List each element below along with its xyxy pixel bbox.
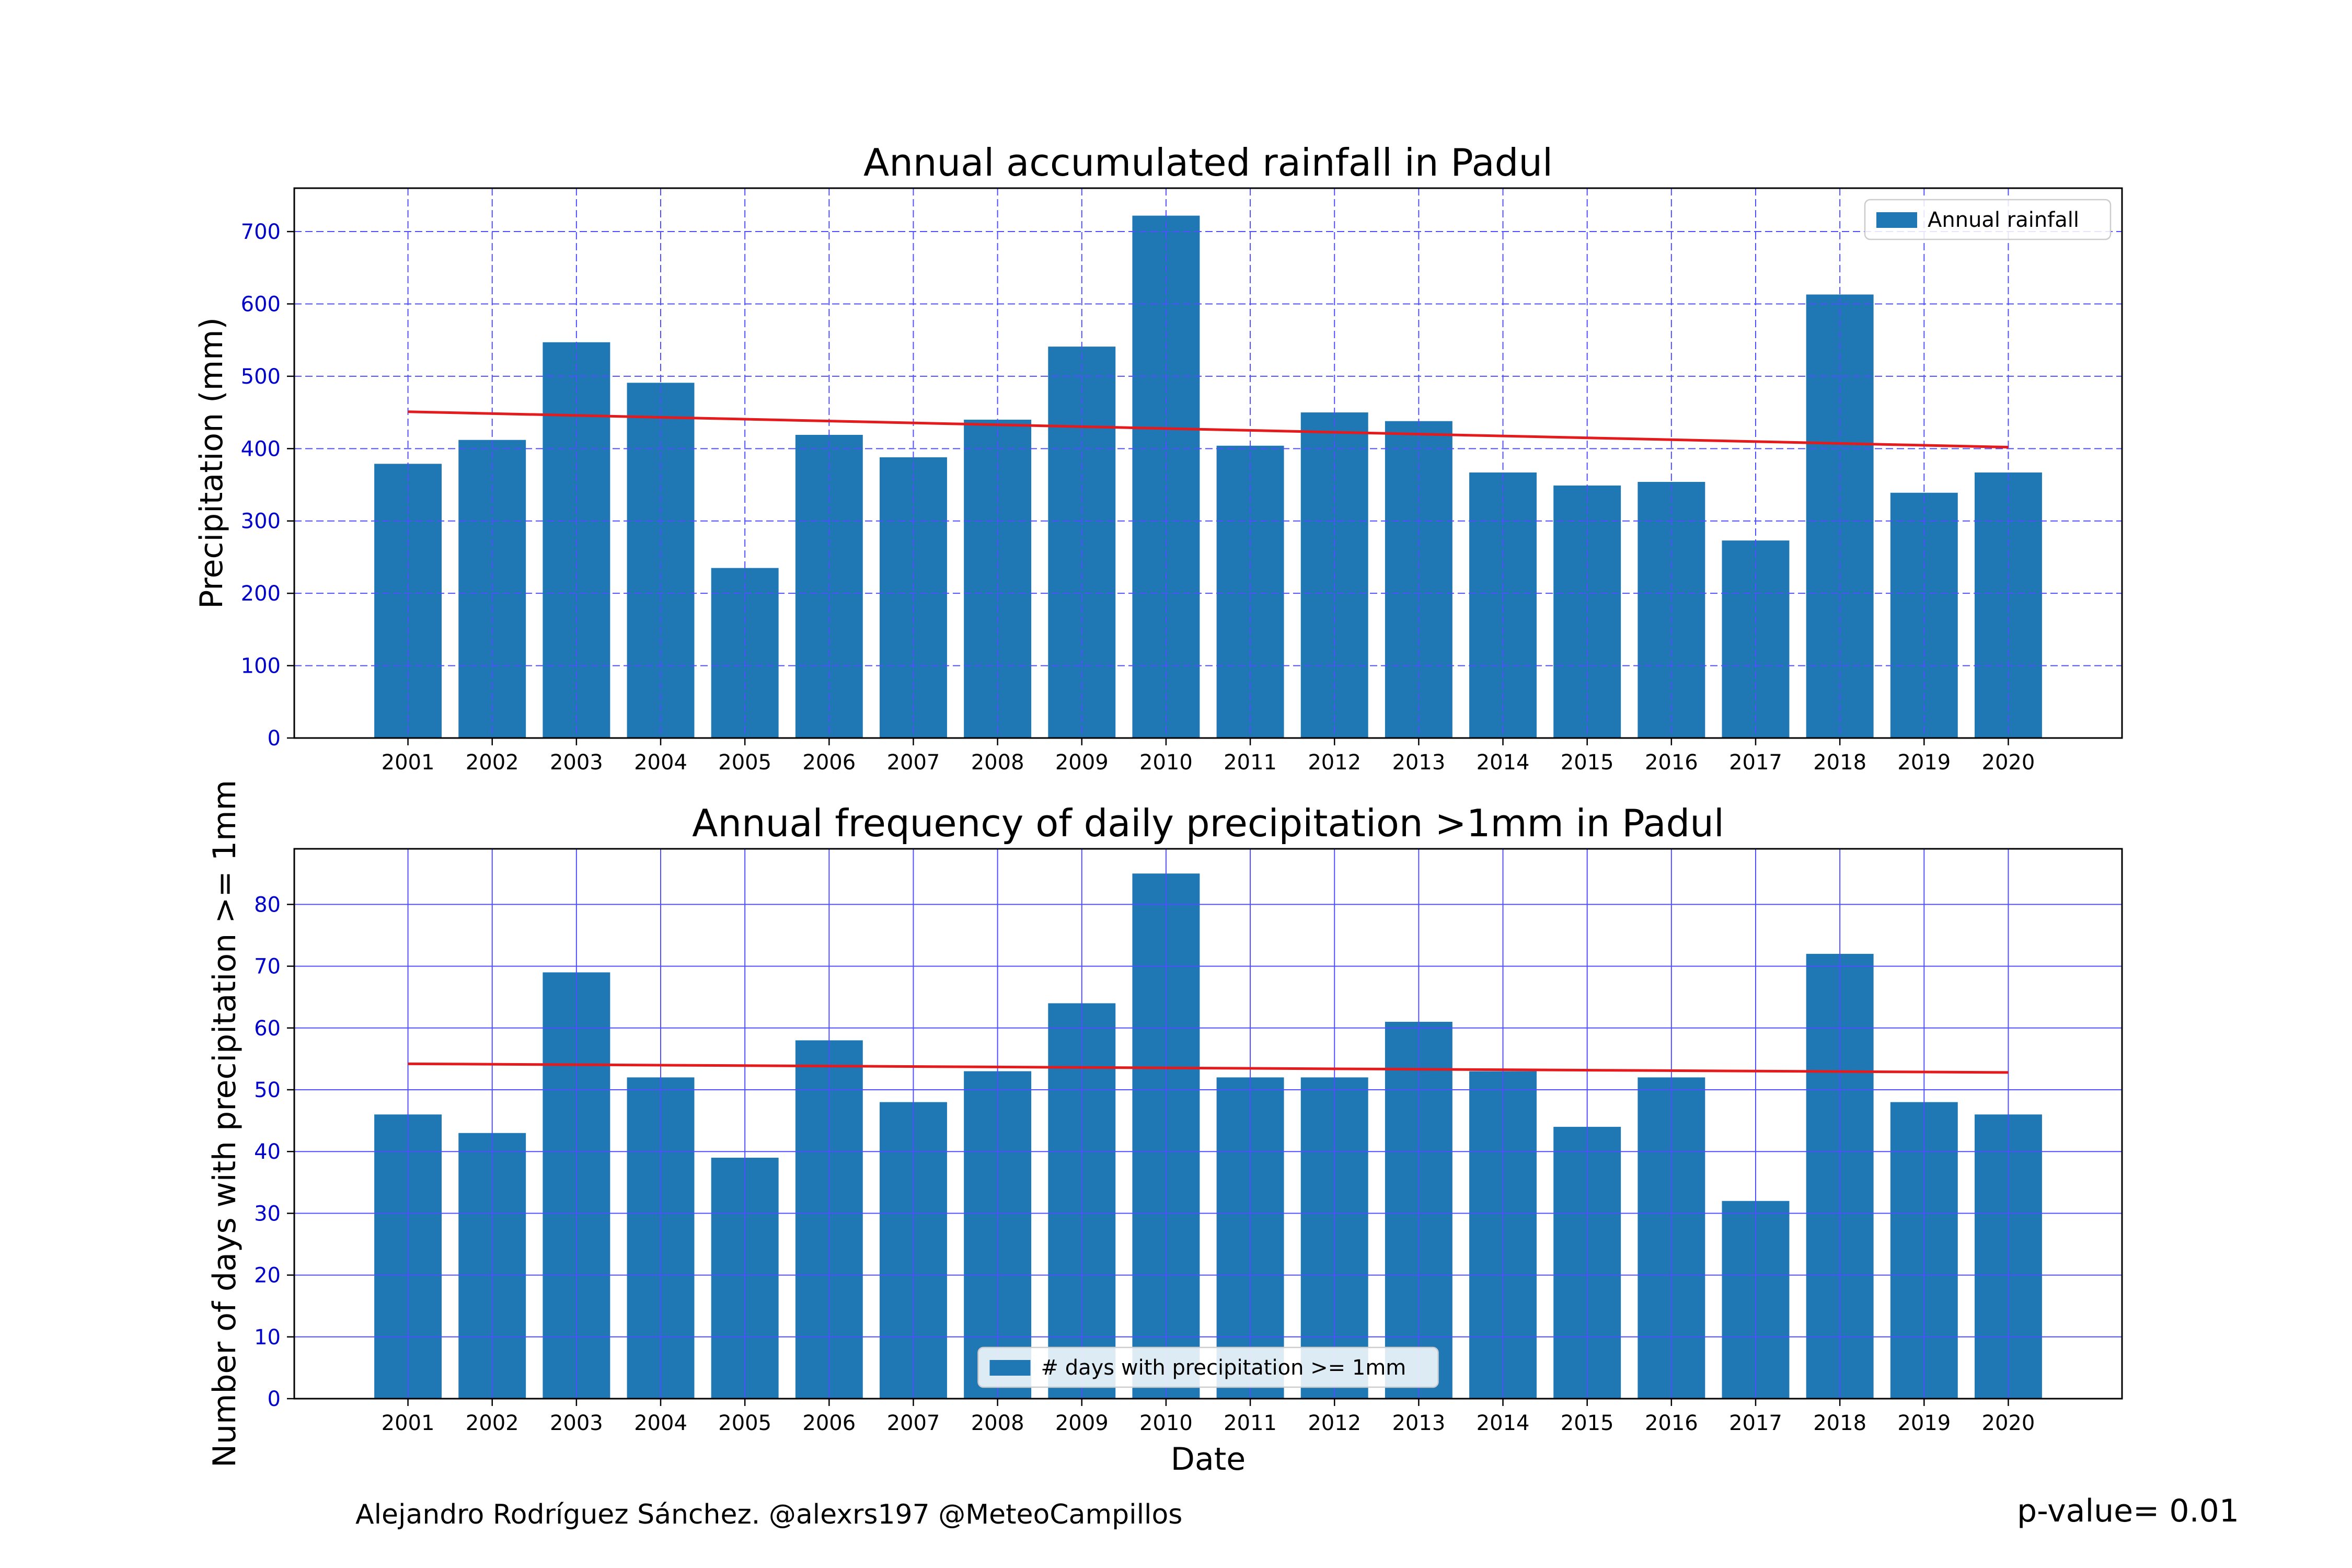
x-tick-label: 2005	[718, 751, 771, 775]
legend-label: # days with precipitation >= 1mm	[1041, 1356, 1406, 1380]
p-value-label: p-value= 0.01	[2017, 1493, 2239, 1529]
x-tick-label: 2007	[887, 751, 940, 775]
x-tick-label: 2018	[1813, 1411, 1866, 1435]
x-tick-label: 2004	[634, 1411, 687, 1435]
y-tick-label: 60	[254, 1017, 281, 1041]
chart-title: Annual accumulated rainfall in Padul	[863, 141, 1553, 185]
x-tick-label: 2002	[466, 1411, 519, 1435]
x-tick-label: 2013	[1392, 1411, 1445, 1435]
x-tick-label: 2019	[1897, 1411, 1951, 1435]
x-tick-label: 2012	[1308, 751, 1361, 775]
x-tick-label: 2002	[466, 751, 519, 775]
y-tick-label: 700	[241, 220, 281, 244]
x-tick-label: 2008	[971, 751, 1024, 775]
x-tick-label: 2005	[718, 1411, 771, 1435]
legend-swatch	[1876, 212, 1917, 228]
y-tick-label: 100	[241, 654, 281, 678]
y-tick-label: 0	[268, 1387, 281, 1411]
y-tick-label: 400	[241, 437, 281, 461]
x-tick-label: 2019	[1897, 751, 1951, 775]
x-tick-label: 2001	[382, 1411, 435, 1435]
legend-swatch	[989, 1360, 1031, 1376]
x-tick-label: 2018	[1813, 751, 1866, 775]
x-tick-label: 2009	[1055, 751, 1109, 775]
author-credit: Alejandro Rodríguez Sánchez. @alexrs197 …	[355, 1499, 1183, 1530]
y-axis-label: Number of days with precipitation >= 1mm	[206, 780, 243, 1468]
legend-box	[1864, 199, 2112, 240]
y-tick-label: 80	[254, 893, 281, 917]
x-tick-label: 2014	[1477, 751, 1530, 775]
x-axis-label: Date	[1171, 1441, 1246, 1478]
legend-box	[977, 1346, 1439, 1388]
x-tick-label: 2016	[1645, 751, 1698, 775]
x-tick-label: 2007	[887, 1411, 940, 1435]
x-tick-label: 2016	[1645, 1411, 1698, 1435]
y-tick-label: 500	[241, 365, 281, 389]
y-tick-label: 30	[254, 1202, 281, 1226]
y-tick-label: 300	[241, 510, 281, 534]
x-tick-label: 2004	[634, 751, 687, 775]
y-tick-label: 50	[254, 1078, 281, 1102]
x-tick-label: 2003	[550, 1411, 603, 1435]
y-tick-label: 20	[254, 1264, 281, 1288]
x-tick-label: 2013	[1392, 751, 1445, 775]
x-tick-label: 2011	[1224, 1411, 1277, 1435]
y-tick-label: 10	[254, 1325, 281, 1350]
x-tick-label: 2006	[802, 751, 856, 775]
trend-line	[408, 410, 2009, 449]
x-tick-label: 2006	[802, 1411, 856, 1435]
y-tick-label: 200	[241, 582, 281, 606]
frequency-chart: 0 10 20 30 40 50 60 70 80 2001 2002 2003 2004 2005 200…	[206, 780, 2123, 1478]
x-tick-label: 2017	[1729, 751, 1782, 775]
plot-frame	[293, 187, 2123, 739]
x-tick-label: 2020	[1982, 1411, 2035, 1435]
x-tick-label: 2012	[1308, 1411, 1361, 1435]
x-tick-label: 2008	[971, 1411, 1024, 1435]
y-tick-label: 600	[241, 292, 281, 316]
x-tick-label: 2014	[1477, 1411, 1530, 1435]
y-tick-label: 40	[254, 1140, 281, 1164]
x-tick-label: 2010	[1139, 1411, 1193, 1435]
x-tick-label: 2017	[1729, 1411, 1782, 1435]
y-tick-label: 0	[268, 727, 281, 751]
x-tick-label: 2020	[1982, 751, 2035, 775]
plot-frame	[293, 848, 2123, 1400]
rainfall-chart: 0 100 200 300 400 500 600 700 2001 2002 2003 2004 20…	[193, 141, 2123, 775]
x-tick-label: 2015	[1561, 751, 1614, 775]
x-tick-label: 2003	[550, 751, 603, 775]
legend-label: Annual rainfall	[1928, 208, 2079, 232]
x-tick-label: 2009	[1055, 1411, 1109, 1435]
x-tick-label: 2011	[1224, 751, 1277, 775]
x-tick-label: 2001	[382, 751, 435, 775]
x-tick-label: 2010	[1139, 751, 1193, 775]
trend-line	[408, 1062, 2009, 1074]
y-axis-label: Precipitation (mm)	[193, 317, 230, 609]
x-tick-label: 2015	[1561, 1411, 1614, 1435]
y-tick-label: 70	[254, 955, 281, 979]
chart-title: Annual frequency of daily precipitation …	[692, 801, 1724, 845]
